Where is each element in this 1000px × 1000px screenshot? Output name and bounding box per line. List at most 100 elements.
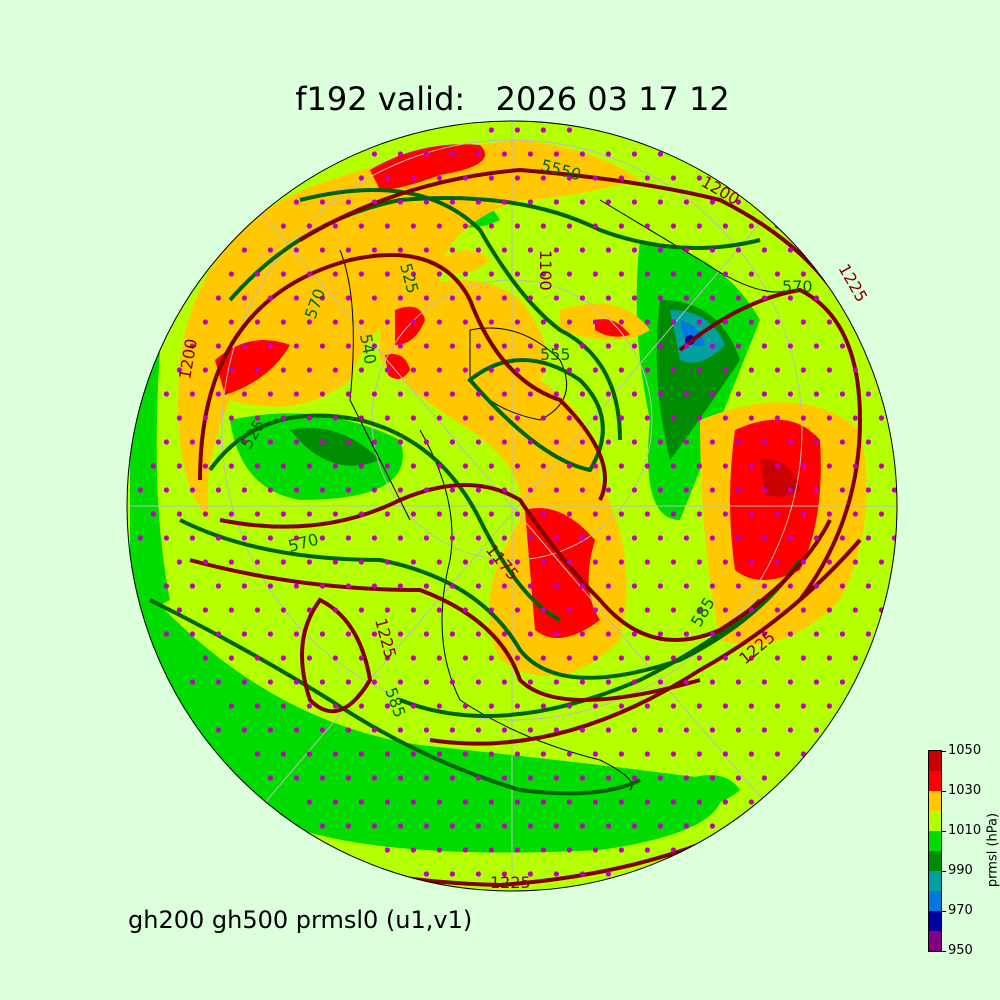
wind-dot xyxy=(254,463,261,469)
wind-dot xyxy=(436,175,443,181)
wind-dot xyxy=(397,343,404,349)
wind-dot xyxy=(631,631,638,637)
wind-dot xyxy=(423,151,430,157)
wind-dot xyxy=(826,655,833,661)
wind-dot xyxy=(592,703,599,709)
wind-dot xyxy=(657,151,664,157)
wind-dot xyxy=(267,391,274,397)
wind-dot xyxy=(449,727,456,733)
colorbar-label: prmsl (hPa) xyxy=(985,812,1000,888)
wind-dot xyxy=(540,271,547,277)
wind-dot xyxy=(488,175,495,181)
wind-dot xyxy=(423,871,430,877)
wind-dot xyxy=(475,487,482,493)
wind-dot xyxy=(605,199,612,205)
wind-dot xyxy=(228,271,235,277)
wind-dot xyxy=(332,367,339,373)
wind-dot xyxy=(683,487,690,493)
wind-dot xyxy=(358,271,365,277)
wind-dot xyxy=(605,679,612,685)
wind-dot xyxy=(722,511,729,517)
wind-dot xyxy=(475,631,482,637)
wind-dot xyxy=(540,175,547,181)
wind-dots xyxy=(137,127,897,877)
wind-dot xyxy=(644,175,651,181)
wind-dot xyxy=(163,391,170,397)
wind-dot xyxy=(514,751,521,757)
wind-dot xyxy=(475,679,482,685)
wind-dot xyxy=(618,847,625,853)
wind-dot xyxy=(488,799,495,805)
wind-dot xyxy=(826,607,833,613)
wind-dot xyxy=(293,247,300,253)
wind-dot xyxy=(722,223,729,229)
wind-dot xyxy=(293,295,300,301)
wind-dot xyxy=(527,151,534,157)
wind-dot xyxy=(241,343,248,349)
wind-dot xyxy=(514,847,521,853)
wind-dot xyxy=(865,439,872,445)
wind-dot xyxy=(332,319,339,325)
wind-dot xyxy=(371,535,378,541)
wind-dot xyxy=(657,775,664,781)
wind-dot xyxy=(501,247,508,253)
wind-dot xyxy=(410,223,417,229)
wind-dot xyxy=(761,535,768,541)
wind-dot xyxy=(475,535,482,541)
wind-dot xyxy=(436,703,443,709)
wind-dot xyxy=(787,631,794,637)
wind-dot xyxy=(202,415,209,421)
colorbar-tick: 1030 xyxy=(940,783,982,798)
wind-dot xyxy=(553,535,560,541)
wind-dot xyxy=(800,511,807,517)
wind-dot xyxy=(683,679,690,685)
wind-dot xyxy=(579,199,586,205)
wind-dot xyxy=(345,631,352,637)
contour-label: 555 xyxy=(540,345,571,364)
wind-dot xyxy=(319,775,326,781)
wind-dot xyxy=(423,391,430,397)
wind-dot xyxy=(449,391,456,397)
wind-dot xyxy=(709,775,716,781)
wind-dot xyxy=(592,655,599,661)
wind-dot xyxy=(436,463,443,469)
wind-dot xyxy=(813,439,820,445)
wind-dot xyxy=(410,847,417,853)
wind-dot xyxy=(306,463,313,469)
wind-dot xyxy=(839,679,846,685)
wind-dot xyxy=(293,487,300,493)
colorbar-tick: 950 xyxy=(941,943,973,958)
wind-dot xyxy=(306,751,313,757)
wind-dot xyxy=(761,679,768,685)
wind-dot xyxy=(839,535,846,541)
wind-dot xyxy=(631,487,638,493)
wind-dot xyxy=(657,487,664,493)
wind-dot xyxy=(384,175,391,181)
wind-dot xyxy=(540,511,547,517)
wind-dot xyxy=(449,247,456,253)
wind-dot xyxy=(215,295,222,301)
wind-dot xyxy=(501,199,508,205)
wind-dot xyxy=(605,871,612,877)
wind-dot xyxy=(761,487,768,493)
wind-dot xyxy=(280,319,287,325)
wind-dot xyxy=(371,679,378,685)
wind-dot xyxy=(501,727,508,733)
wind-dot xyxy=(358,559,365,565)
wind-dot xyxy=(462,607,469,613)
wind-dot xyxy=(345,823,352,829)
wind-dot xyxy=(436,415,443,421)
wind-dot xyxy=(319,439,326,445)
wind-dot xyxy=(527,679,534,685)
wind-dot xyxy=(709,295,716,301)
wind-dot xyxy=(319,823,326,829)
wind-dot xyxy=(228,367,235,373)
wind-dot xyxy=(735,679,742,685)
wind-dot xyxy=(423,631,430,637)
wind-dot xyxy=(410,799,417,805)
wind-dot xyxy=(553,631,560,637)
wind-dot xyxy=(306,271,313,277)
wind-dot xyxy=(709,391,716,397)
wind-dot xyxy=(241,295,248,301)
wind-dot xyxy=(332,271,339,277)
